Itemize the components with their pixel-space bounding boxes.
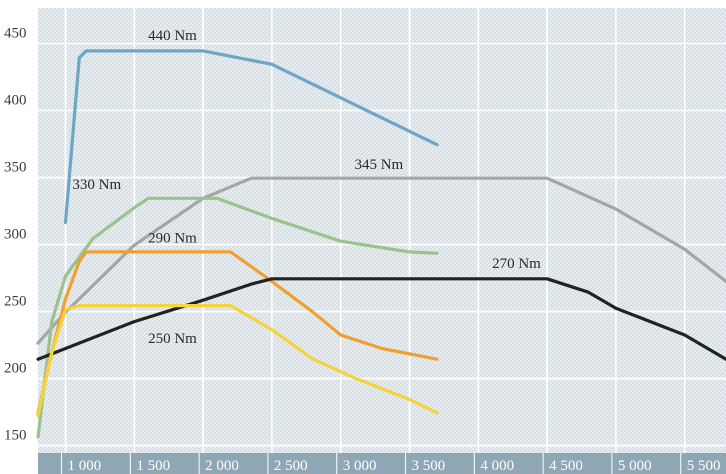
x-tick-label: 3 000 [343,458,377,474]
series-peak-label: 345 Nm [354,157,403,173]
y-tick-label: 150 [4,428,27,444]
series-peak-label: 330 Nm [72,177,121,193]
x-tick-label: 4 000 [480,458,514,474]
y-tick-label: 250 [4,294,27,310]
x-tick-label: 1 500 [136,458,170,474]
x-tick-label: 5 000 [618,458,652,474]
y-tick-label: 400 [4,93,27,109]
y-tick-label: 300 [4,227,27,243]
y-tick-label: 450 [4,25,27,41]
x-tick-label: 3 500 [412,458,446,474]
series-peak-label: 270 Nm [492,256,541,272]
x-tick-label: 2 000 [205,458,239,474]
y-tick-label: 200 [4,361,27,377]
plot-background [38,8,726,453]
x-tick-label: 1 000 [68,458,102,474]
y-tick-label: 350 [4,160,27,176]
x-tick-label: 4 500 [549,458,583,474]
x-tick-label: 5 500 [687,458,721,474]
series-peak-label: 440 Nm [148,28,197,44]
series-peak-label: 250 Nm [148,331,197,347]
series-peak-label: 290 Nm [148,231,197,247]
x-tick-label: 2 500 [274,458,308,474]
